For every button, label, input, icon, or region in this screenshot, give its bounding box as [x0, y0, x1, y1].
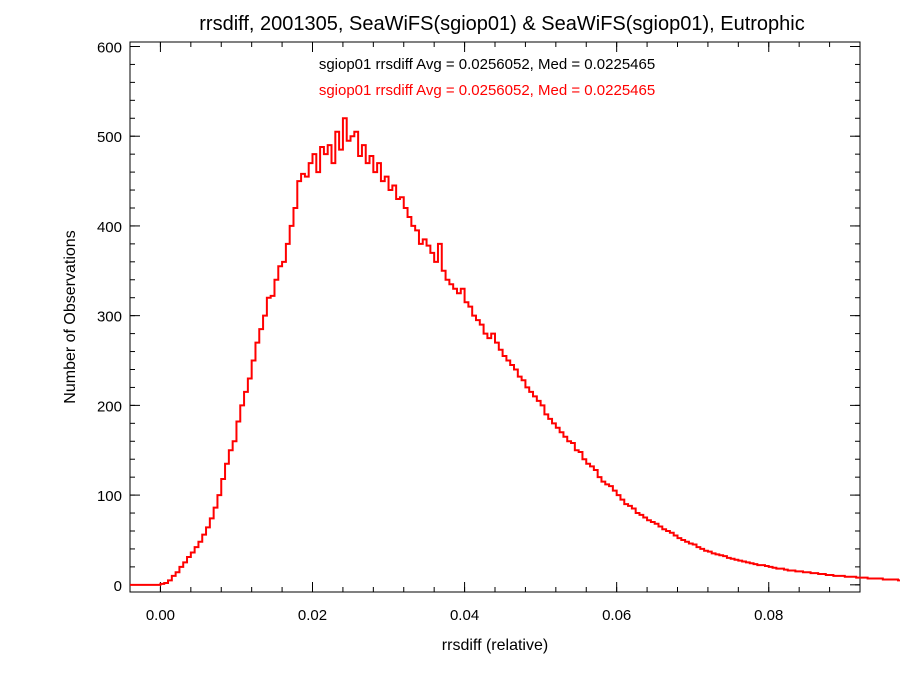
y-tick-label: 400: [97, 219, 122, 236]
y-axis-label: Number of Observations: [62, 230, 79, 403]
x-tick-label: 0.06: [602, 607, 631, 624]
y-tick-label: 300: [97, 309, 122, 326]
y-axis: 0 100 200 300 400 500 600: [97, 39, 860, 595]
chart-title: rrsdiff, 2001305, SeaWiFS(sgiop01) & Sea…: [199, 13, 804, 35]
y-tick-label: 600: [97, 39, 122, 56]
x-axis: 0.00 0.02 0.04 0.06 0.08: [129, 42, 861, 624]
y-tick-label: 100: [97, 488, 122, 505]
y-tick-label: 0: [114, 578, 122, 595]
plot-frame: [129, 41, 861, 593]
stats-text-red: sgiop01 rrsdiff Avg = 0.0256052, Med = 0…: [319, 82, 655, 99]
x-tick-label: 0.04: [450, 607, 479, 624]
histogram-line: [130, 117, 900, 586]
y-tick-label: 500: [97, 129, 122, 146]
y-tick-label: 200: [97, 398, 122, 415]
stats-text-black: sgiop01 rrsdiff Avg = 0.0256052, Med = 0…: [319, 56, 655, 73]
x-axis-label: rrsdiff (relative): [442, 637, 548, 654]
x-tick-label: 0.02: [298, 607, 327, 624]
x-tick-label: 0.08: [754, 607, 783, 624]
x-tick-label: 0.00: [146, 607, 175, 624]
